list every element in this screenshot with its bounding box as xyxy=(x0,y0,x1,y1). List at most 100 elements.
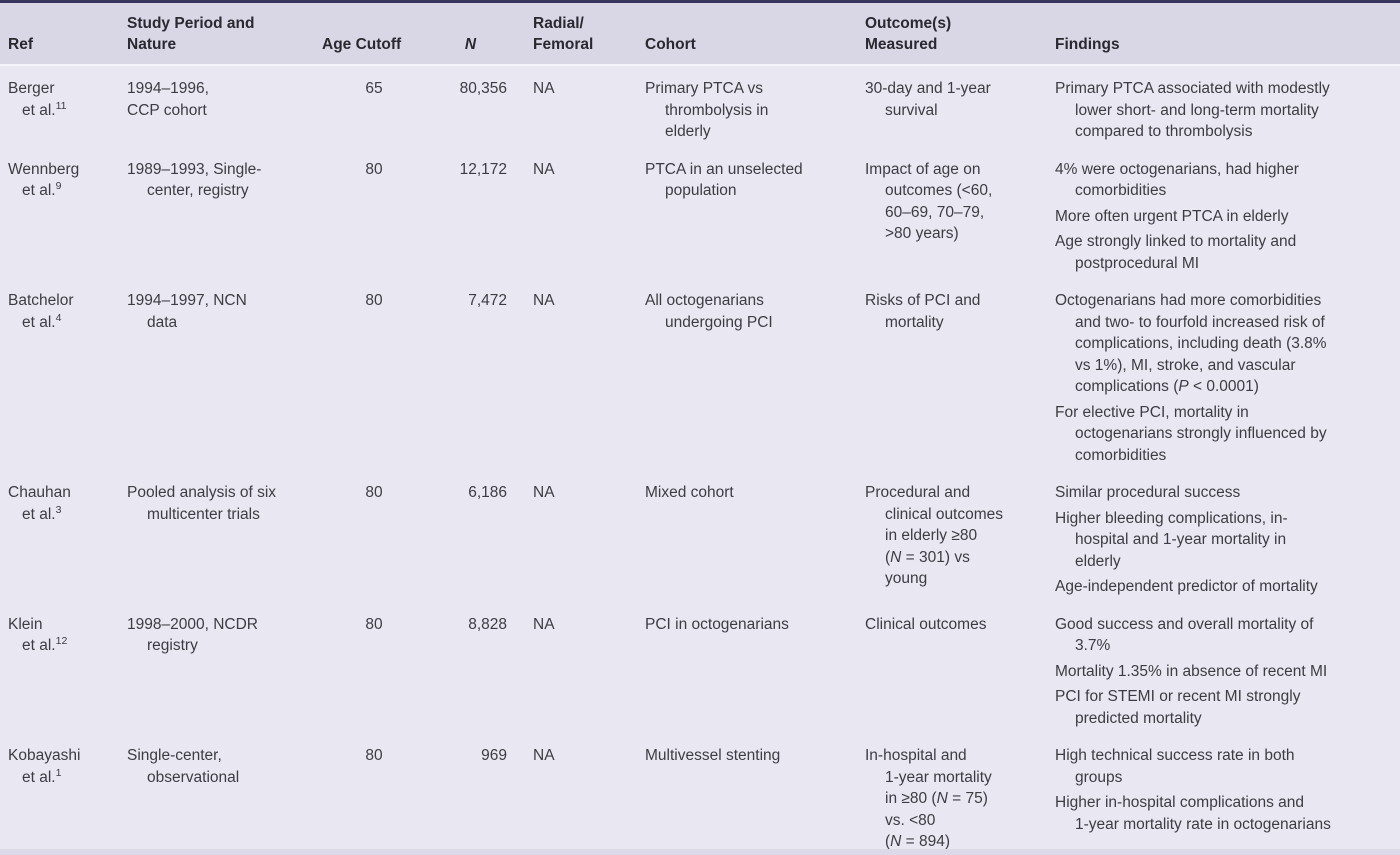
cell-ref: Berger et al.11 xyxy=(0,65,120,147)
table-row: Batchelor et al.4 1994–1997, NCN data 80 7,47… xyxy=(0,278,1400,470)
cell-paragraph: Age-independent predictor of mortality xyxy=(1055,578,1318,595)
cell-paragraph: Primary PTCA associated with modestly low… xyxy=(1055,80,1330,140)
cell-age: 65 xyxy=(318,65,430,147)
cell-ref: Klein et al.12 xyxy=(0,602,120,734)
table-row: Wennberg et al.9 1989–1993, Single-center,… xyxy=(0,147,1400,279)
cell-paragraph: Pooled analysis of six multicenter trials xyxy=(127,484,277,523)
cell-findings: Good success and overall mortality of 3.7… xyxy=(1048,602,1400,734)
table-header: Ref Study Period and Nature Age Cutoff N Radi… xyxy=(0,1,1400,66)
cell-findings: 4% were octogenarians, had higher comorbi… xyxy=(1048,147,1400,279)
cell-findings: High technical success rate in both group… xyxy=(1048,733,1400,855)
cell-paragraph: More often urgent PTCA in elderly xyxy=(1055,207,1289,225)
cell-paragraph: Multivessel stenting xyxy=(645,747,781,764)
column-header-n: N xyxy=(430,1,510,66)
cell-value: 12,172 xyxy=(459,160,507,178)
cell-rf: NA xyxy=(510,733,635,855)
column-header-study: Study Period and Nature xyxy=(120,1,318,66)
cell-n: 80,356 xyxy=(430,65,510,147)
cell-age: 80 xyxy=(318,470,430,602)
cell-value: NA xyxy=(533,160,555,178)
table-row: Chauhan et al.3 Pooled analysis of six mult… xyxy=(0,470,1400,602)
cell-rf: NA xyxy=(510,65,635,147)
cell-cohort: Primary PTCA vs thrombolysis in elderly xyxy=(635,65,860,147)
table-bottom-rule xyxy=(0,849,1400,855)
cell-value: 8,828 xyxy=(468,615,507,633)
cell-paragraph: Primary PTCA vs thrombolysis in elderly xyxy=(645,80,769,140)
cell-value: 80 xyxy=(365,292,383,309)
cell-rf: NA xyxy=(510,470,635,602)
cell-value: 6,186 xyxy=(468,484,507,501)
cell-value: 969 xyxy=(481,747,507,764)
cell-cohort: Mixed cohort xyxy=(635,470,860,602)
cell-paragraph: High technical success rate in both group… xyxy=(1055,747,1295,786)
cell-paragraph: In-hospital and 1-year mortality in ≥80 (N… xyxy=(865,747,992,850)
column-header-rf: Radial/Femoral xyxy=(510,1,635,66)
cell-paragraph: PTCA in an unselected population xyxy=(645,160,803,200)
cell-value: NA xyxy=(533,615,555,633)
cell-paragraph: 4% were octogenarians, had higher comorbi… xyxy=(1055,160,1299,200)
cell-paragraph: Wennberg et al.9 xyxy=(8,160,80,200)
cell-paragraph: Higher bleeding complications, in-hospit… xyxy=(1055,509,1288,570)
cell-n: 7,472 xyxy=(430,278,510,470)
cell-outcomes: Impact of age on outcomes (<60, 60–69, 70–… xyxy=(860,147,1048,279)
cell-findings: Primary PTCA associated with modestly low… xyxy=(1048,65,1400,147)
cell-findings: Octogenarians had more comorbidities and … xyxy=(1048,278,1400,470)
cell-cohort: All octogenarians undergoing PCI xyxy=(635,278,860,470)
cell-paragraph: 1994–1997, NCN data xyxy=(127,292,247,331)
cell-rf: NA xyxy=(510,147,635,279)
table-row: Kobayashi et al.1 Single-center, observatio… xyxy=(0,733,1400,855)
cell-n: 6,186 xyxy=(430,470,510,602)
cell-cohort: Multivessel stenting xyxy=(635,733,860,855)
cell-outcomes: Procedural and clinical outcomes in elderl… xyxy=(860,470,1048,602)
cell-age: 80 xyxy=(318,602,430,734)
cell-value: 65 xyxy=(365,80,383,97)
cell-paragraph: Procedural and clinical outcomes in elderl… xyxy=(865,484,1004,587)
cell-study: Pooled analysis of six multicenter trials xyxy=(120,470,318,602)
cell-n: 969 xyxy=(430,733,510,855)
cell-study: 1994–1996, CCP cohort xyxy=(120,65,318,147)
cell-paragraph: Single-center, observational xyxy=(127,747,240,786)
cell-paragraph: Higher in-hospital complications and 1-ye… xyxy=(1055,794,1331,833)
cell-outcomes: In-hospital and 1-year mortality in ≥80 (N… xyxy=(860,733,1048,855)
cell-paragraph: Berger et al.11 xyxy=(8,80,67,119)
cell-value: 80 xyxy=(365,615,383,633)
cell-paragraph: Good success and overall mortality of 3.7… xyxy=(1055,615,1314,655)
cell-rf: NA xyxy=(510,602,635,734)
cell-study: 1994–1997, NCN data xyxy=(120,278,318,470)
cell-age: 80 xyxy=(318,278,430,470)
cell-ref: Kobayashi et al.1 xyxy=(0,733,120,855)
column-header-age: Age Cutoff xyxy=(318,1,430,66)
cell-paragraph: Similar procedural success xyxy=(1055,484,1241,501)
cell-paragraph: PCI for STEMI or recent MI strongly predi… xyxy=(1055,688,1301,727)
cell-ref: Chauhan et al.3 xyxy=(0,470,120,602)
table-row: Klein et al.12 1998–2000, NCDR registry 80 8,… xyxy=(0,602,1400,734)
cell-cohort: PCI in octogenarians xyxy=(635,602,860,734)
cell-study: 1989–1993, Single-center, registry xyxy=(120,147,318,279)
cell-value: 80 xyxy=(365,484,383,501)
cell-study: 1998–2000, NCDR registry xyxy=(120,602,318,734)
cell-paragraph: 1989–1993, Single-center, registry xyxy=(127,160,262,200)
cell-value: NA xyxy=(533,292,555,309)
table-header-row: Ref Study Period and Nature Age Cutoff N Radi… xyxy=(0,1,1400,66)
cell-n: 12,172 xyxy=(430,147,510,279)
cell-value: 80 xyxy=(365,747,383,764)
column-header-cohort: Cohort xyxy=(635,1,860,66)
cell-paragraph: Impact of age on outcomes (<60, 60–69, 70–… xyxy=(865,160,993,243)
cell-rf: NA xyxy=(510,278,635,470)
cell-paragraph: Clinical outcomes xyxy=(865,615,987,633)
cell-paragraph: 30-day and 1-year survival xyxy=(865,80,991,119)
cell-paragraph: Mixed cohort xyxy=(645,484,734,501)
cell-paragraph: PCI in octogenarians xyxy=(645,615,789,633)
cell-paragraph: Age strongly linked to mortality and post… xyxy=(1055,233,1297,272)
cell-age: 80 xyxy=(318,733,430,855)
cell-ref: Wennberg et al.9 xyxy=(0,147,120,279)
cell-outcomes: 30-day and 1-year survival xyxy=(860,65,1048,147)
cell-n: 8,828 xyxy=(430,602,510,734)
cell-paragraph: 1998–2000, NCDR registry xyxy=(127,615,258,655)
cell-outcomes: Risks of PCI and mortality xyxy=(860,278,1048,470)
cell-value: 7,472 xyxy=(468,292,507,309)
cell-paragraph: Kobayashi et al.1 xyxy=(8,747,81,786)
cell-value: NA xyxy=(533,484,555,501)
column-header-findings: Findings xyxy=(1048,1,1400,66)
